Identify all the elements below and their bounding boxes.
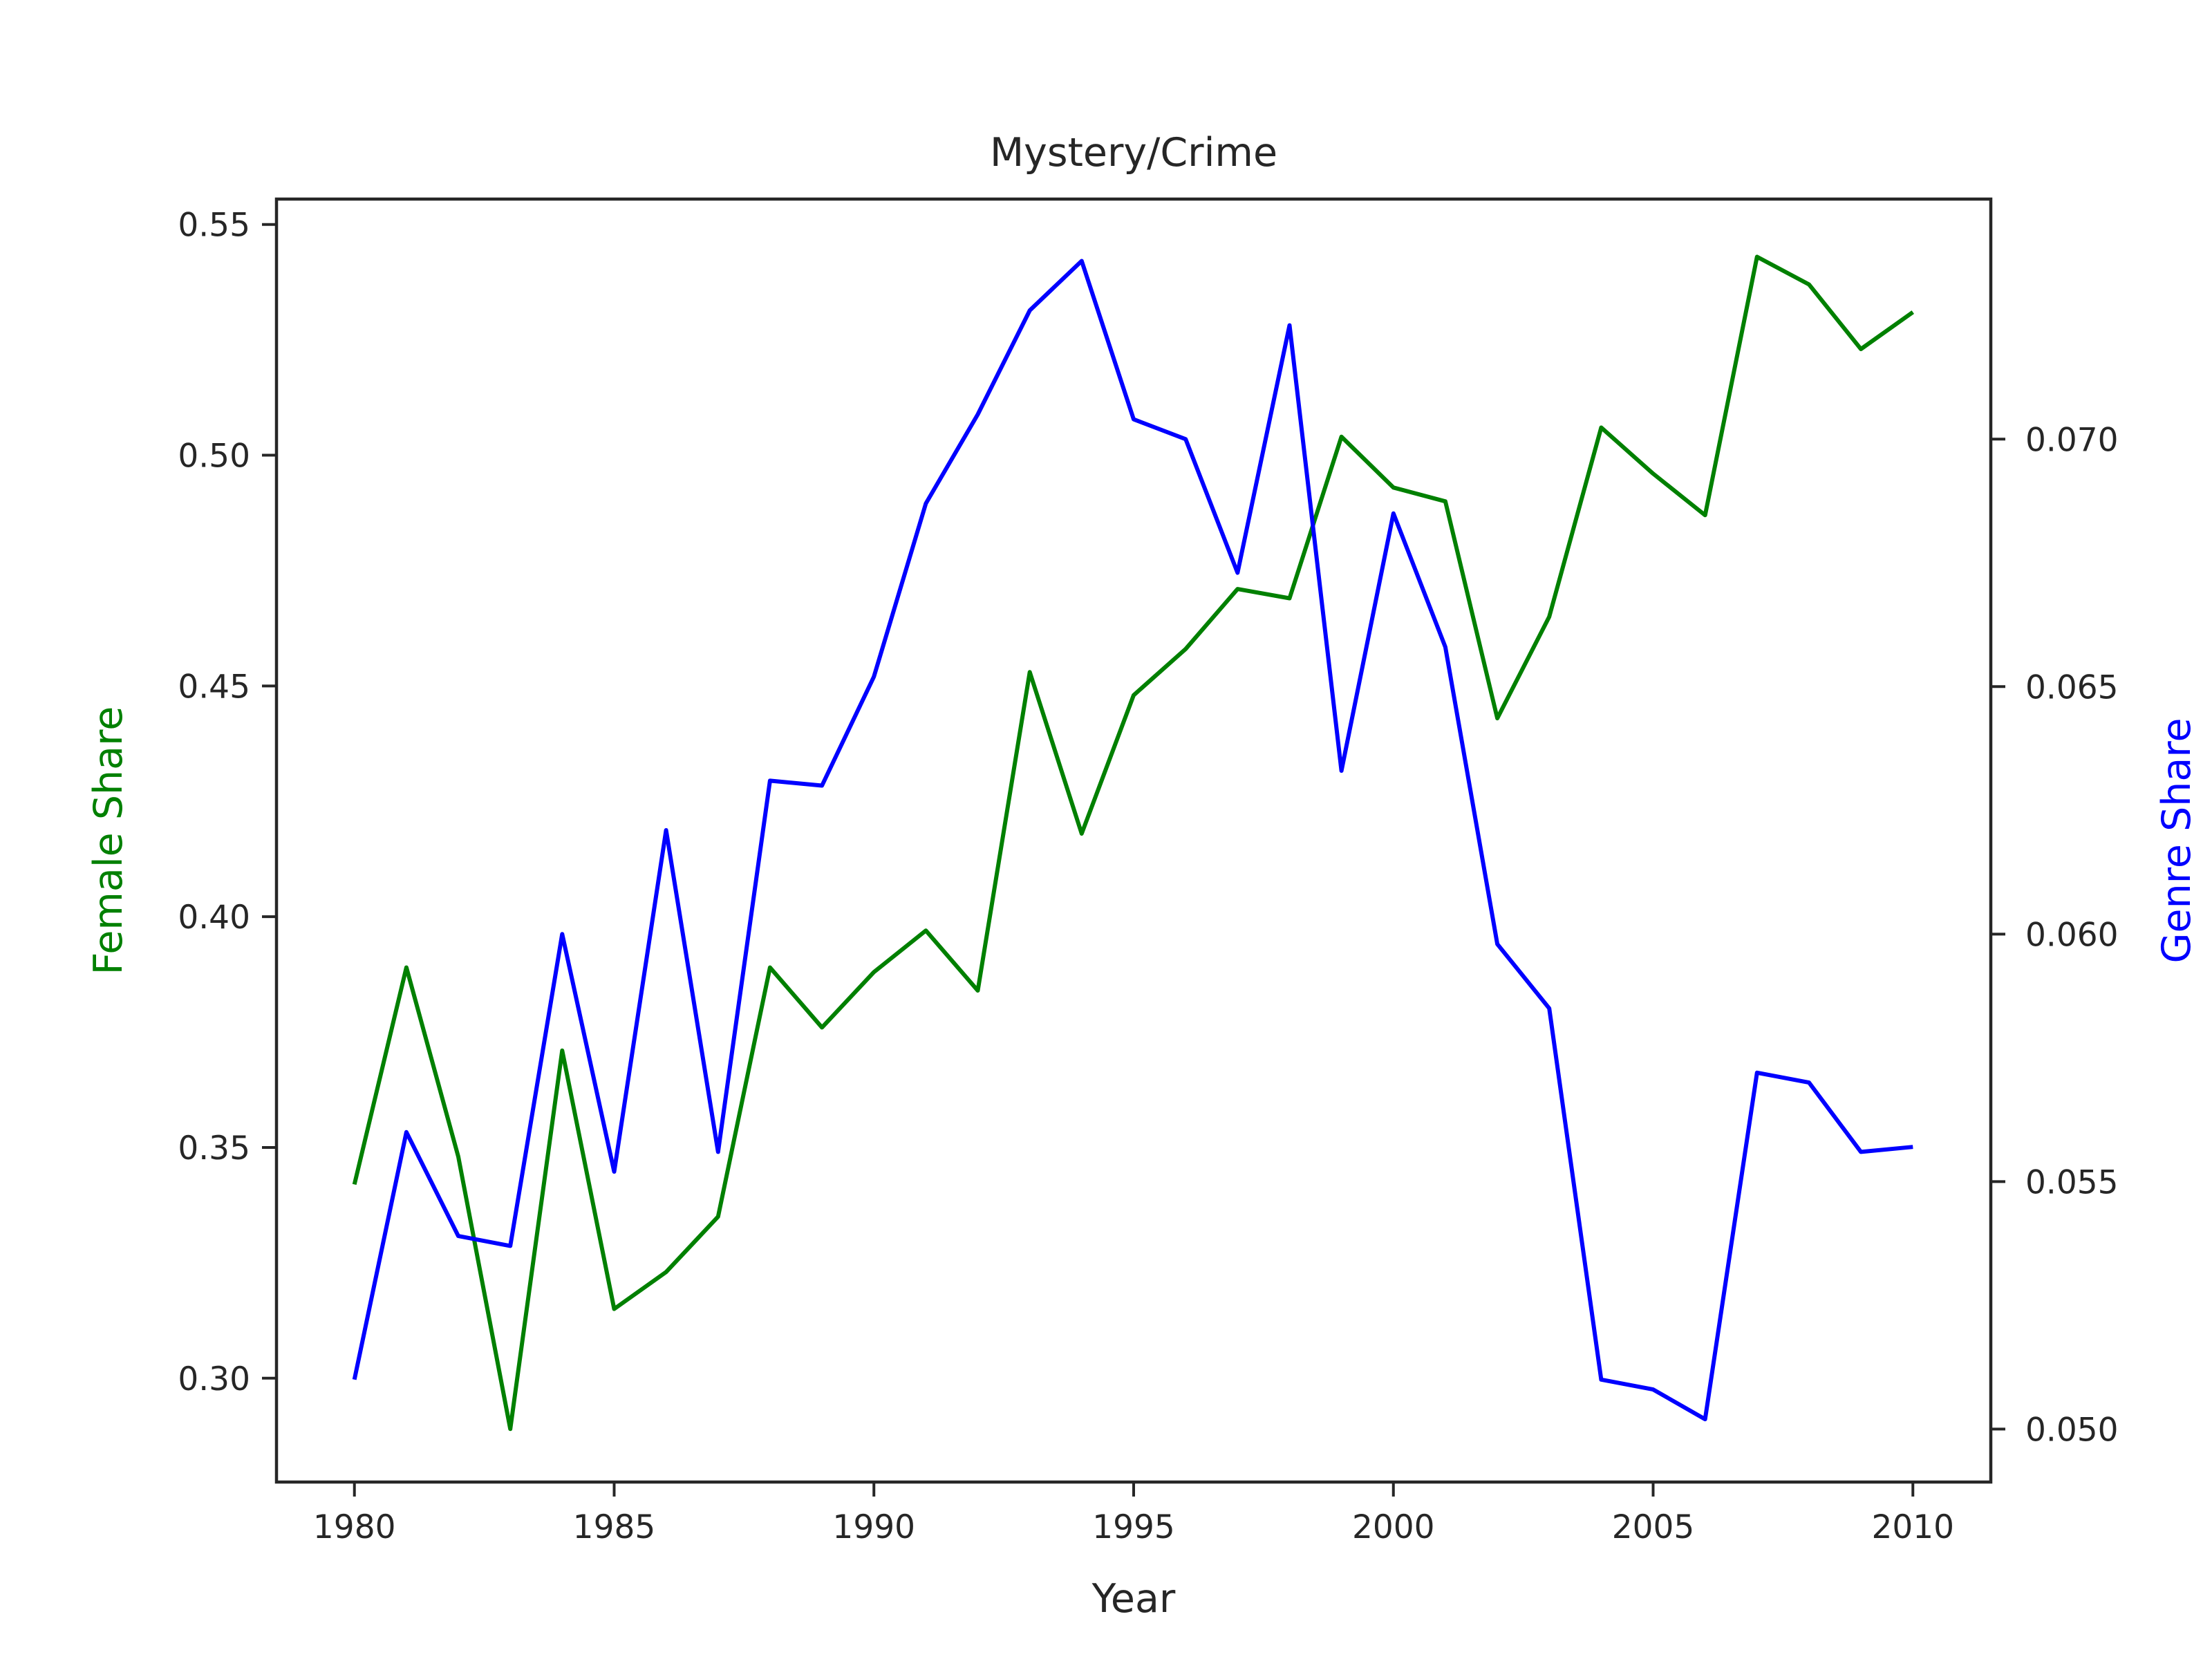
left-y-tick-label: 0.40 (178, 899, 250, 937)
left-y-tick-label: 0.50 (178, 438, 250, 476)
right-y-axis-title: Genre Share (2154, 718, 2200, 963)
right-y-axis-ticks: 0.050 0.055 0.060 0.065 0.070 (1991, 421, 2119, 1449)
right-y-tick-label: 0.065 (2025, 668, 2119, 706)
x-tick-label: 2005 (1612, 1508, 1695, 1546)
chart-title: Mystery/Crime (990, 130, 1277, 176)
female-share-line (352, 254, 1915, 1432)
right-y-tick-label: 0.060 (2025, 916, 2119, 954)
left-y-axis-title: Female Share (86, 706, 131, 975)
right-y-tick-label: 0.050 (2025, 1411, 2119, 1449)
x-tick-label: 2000 (1352, 1508, 1435, 1546)
x-axis-title: Year (1091, 1576, 1176, 1622)
x-tick-label: 1980 (313, 1508, 396, 1546)
x-tick-label: 1990 (832, 1508, 915, 1546)
left-y-tick-label: 0.35 (178, 1130, 250, 1168)
x-tick-label: 1995 (1092, 1508, 1175, 1546)
left-y-tick-label: 0.30 (178, 1360, 250, 1398)
genre-share-line (352, 259, 1913, 1422)
x-tick-label: 2010 (1871, 1508, 1954, 1546)
right-y-tick-label: 0.070 (2025, 421, 2119, 459)
left-y-axis-ticks: 0.30 0.35 0.40 0.45 0.50 0.55 (178, 207, 276, 1398)
x-tick-label: 1985 (573, 1508, 656, 1546)
series-layer (352, 254, 1915, 1432)
left-y-tick-label: 0.45 (178, 668, 250, 706)
x-axis-ticks: 1980 1985 1990 1995 2000 2005 2010 (313, 1482, 1954, 1546)
right-y-tick-label: 0.055 (2025, 1163, 2119, 1201)
left-y-tick-label: 0.55 (178, 207, 250, 245)
